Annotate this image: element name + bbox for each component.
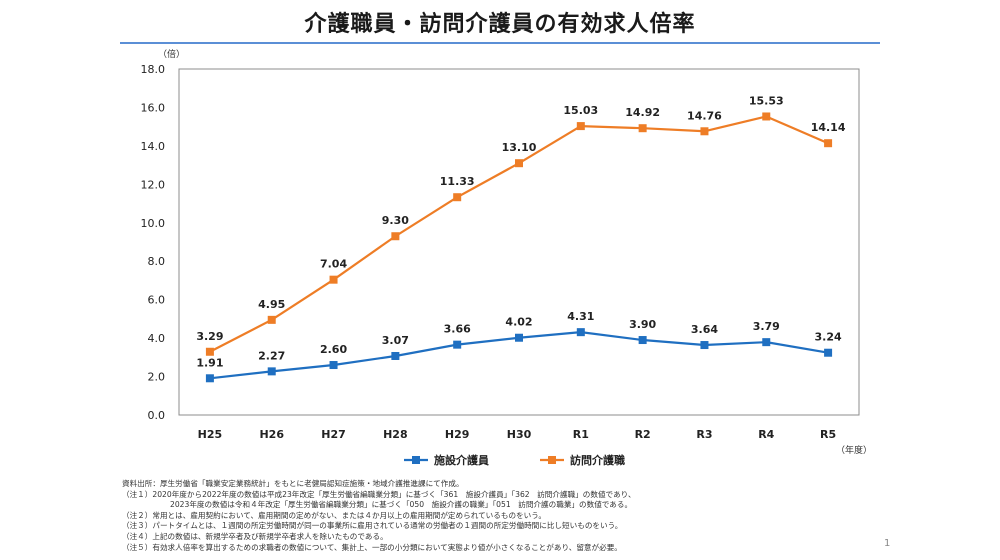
y-tick-label: 0.0 bbox=[148, 409, 166, 422]
y-tick-label: 16.0 bbox=[141, 101, 166, 114]
data-label: 13.10 bbox=[502, 141, 537, 154]
data-label: 14.14 bbox=[811, 121, 846, 134]
x-tick-label: R5 bbox=[820, 428, 836, 441]
data-label: 4.95 bbox=[258, 298, 285, 311]
x-axis: H25 H26 H27 H28 H29 H30 R1 R2 R3 R4 R5 bbox=[198, 428, 837, 441]
data-label: 3.90 bbox=[629, 318, 656, 331]
data-label: 14.76 bbox=[687, 109, 722, 122]
data-point-marker bbox=[762, 338, 771, 347]
data-label: 3.66 bbox=[444, 323, 471, 336]
data-label: 7.04 bbox=[320, 258, 347, 271]
x-tick-label: H27 bbox=[321, 428, 346, 441]
data-point-marker bbox=[638, 124, 647, 133]
y-tick-label: 4.0 bbox=[148, 332, 166, 345]
y-tick-label: 6.0 bbox=[148, 294, 166, 307]
legend-label: 訪問介護職 bbox=[570, 453, 625, 467]
data-point-marker bbox=[205, 347, 214, 356]
y-tick-label: 12.0 bbox=[141, 178, 166, 191]
x-tick-label: H25 bbox=[198, 428, 223, 441]
legend-label: 施設介護員 bbox=[434, 453, 489, 467]
data-point-marker bbox=[762, 112, 771, 121]
data-point-marker bbox=[515, 159, 523, 168]
data-point-marker bbox=[700, 127, 709, 136]
x-tick-label: H26 bbox=[259, 428, 284, 441]
data-point-marker bbox=[576, 328, 585, 337]
data-label: 15.53 bbox=[749, 94, 784, 107]
data-point-marker bbox=[638, 336, 647, 345]
x-tick-label: H30 bbox=[507, 428, 532, 441]
line-chart: 0.02.04.06.08.010.012.014.016.018.0 H25 H… bbox=[141, 48, 873, 467]
y-axis: 0.0 2.0 4.0 6.0 8.0 10.0 12.0 14.0 16.0 18.0 bbox=[141, 63, 166, 422]
x-tick-label: R1 bbox=[573, 428, 589, 441]
data-label: 14.92 bbox=[625, 106, 660, 119]
note-2: （注２）常用とは、雇用契約において、雇用期間の定めがない、または４か月以上の雇用… bbox=[122, 510, 546, 520]
note-3: （注３）パートタイムとは、１週間の所定労働時間が同一の事業所に雇用されている通常… bbox=[122, 521, 623, 531]
data-point-marker bbox=[267, 367, 276, 376]
data-label: 4.02 bbox=[505, 316, 532, 329]
data-label: 3.07 bbox=[382, 334, 409, 347]
data-label: 2.60 bbox=[320, 343, 347, 356]
legend-marker bbox=[412, 456, 420, 464]
data-label: 3.29 bbox=[196, 330, 223, 343]
source-notes: 資料出所：厚生労働省「職業安定業務統計」をもとに老健局認知症施策・地域介護推進課… bbox=[122, 479, 882, 553]
legend-marker bbox=[548, 456, 556, 464]
data-point-marker bbox=[453, 340, 462, 349]
page-title: 介護職員・訪問介護員の有効求人倍率 bbox=[304, 12, 696, 37]
series-home-care: 3.29 4.95 7.04 9.30 11.33 13.10 15.03 14.92 14.7… bbox=[196, 94, 846, 356]
note-1-continued: 2023年度の数値は令和４年改定「厚生労働省編職業分類」に基づく「050 施設介… bbox=[170, 500, 633, 510]
data-point-marker bbox=[329, 361, 338, 370]
note-4: （注４）上記の数値は、新規学卒者及び新規学卒者求人を除いたものである。 bbox=[122, 531, 388, 541]
data-label: 3.24 bbox=[815, 331, 842, 344]
series-facility-care: 1.91 2.27 2.60 3.07 3.66 4.02 4.31 3.90 3.64 3.79… bbox=[196, 310, 842, 383]
data-label: 1.91 bbox=[196, 356, 223, 369]
y-tick-label: 14.0 bbox=[141, 140, 166, 153]
note-5: （注５）有効求人倍率を算出するための求職者の数値について、集計上、一部の小分類に… bbox=[122, 542, 622, 552]
y-tick-label: 18.0 bbox=[141, 63, 166, 76]
data-point-marker bbox=[576, 122, 585, 131]
x-tick-label: R3 bbox=[696, 428, 712, 441]
data-point-marker bbox=[515, 333, 523, 342]
y-tick-label: 2.0 bbox=[148, 371, 166, 384]
plot-area bbox=[178, 68, 860, 416]
data-point-marker bbox=[700, 341, 709, 350]
x-tick-label: H29 bbox=[445, 428, 470, 441]
series-layer: 1.91 2.27 2.60 3.07 3.66 4.02 4.31 3.90 3.64 3.79… bbox=[196, 94, 846, 383]
y-tick-label: 10.0 bbox=[141, 217, 166, 230]
data-point-marker bbox=[329, 275, 338, 284]
data-label: 2.27 bbox=[258, 349, 285, 362]
data-point-marker bbox=[267, 315, 276, 324]
data-label: 3.64 bbox=[691, 323, 718, 336]
x-tick-label: R4 bbox=[758, 428, 774, 441]
data-point-marker bbox=[391, 351, 400, 360]
x-tick-label: R2 bbox=[635, 428, 651, 441]
legend: 施設介護員 訪問介護職 bbox=[404, 453, 625, 467]
page-number: 1 bbox=[884, 538, 891, 549]
data-label: 15.03 bbox=[563, 104, 598, 117]
data-point-marker bbox=[824, 139, 833, 148]
note-source: 資料出所：厚生労働省「職業安定業務統計」をもとに老健局認知症施策・地域介護推進課… bbox=[122, 479, 464, 488]
note-1: （注１）2020年度から2022年度の数値は平成23年改定「厚生労働省編職業分類… bbox=[122, 489, 636, 499]
data-label: 4.31 bbox=[567, 310, 594, 323]
data-label: 3.79 bbox=[753, 320, 780, 333]
data-point-marker bbox=[391, 232, 400, 241]
x-axis-unit: （年度） bbox=[836, 444, 872, 456]
data-point-marker bbox=[453, 193, 462, 202]
data-label: 11.33 bbox=[440, 175, 475, 188]
x-tick-label: H28 bbox=[383, 428, 408, 441]
data-point-marker bbox=[205, 374, 214, 383]
data-label: 9.30 bbox=[382, 214, 409, 227]
title-divider bbox=[120, 42, 880, 44]
data-point-marker bbox=[824, 348, 833, 357]
y-tick-label: 8.0 bbox=[148, 255, 166, 268]
y-axis-unit: （倍） bbox=[158, 48, 185, 60]
